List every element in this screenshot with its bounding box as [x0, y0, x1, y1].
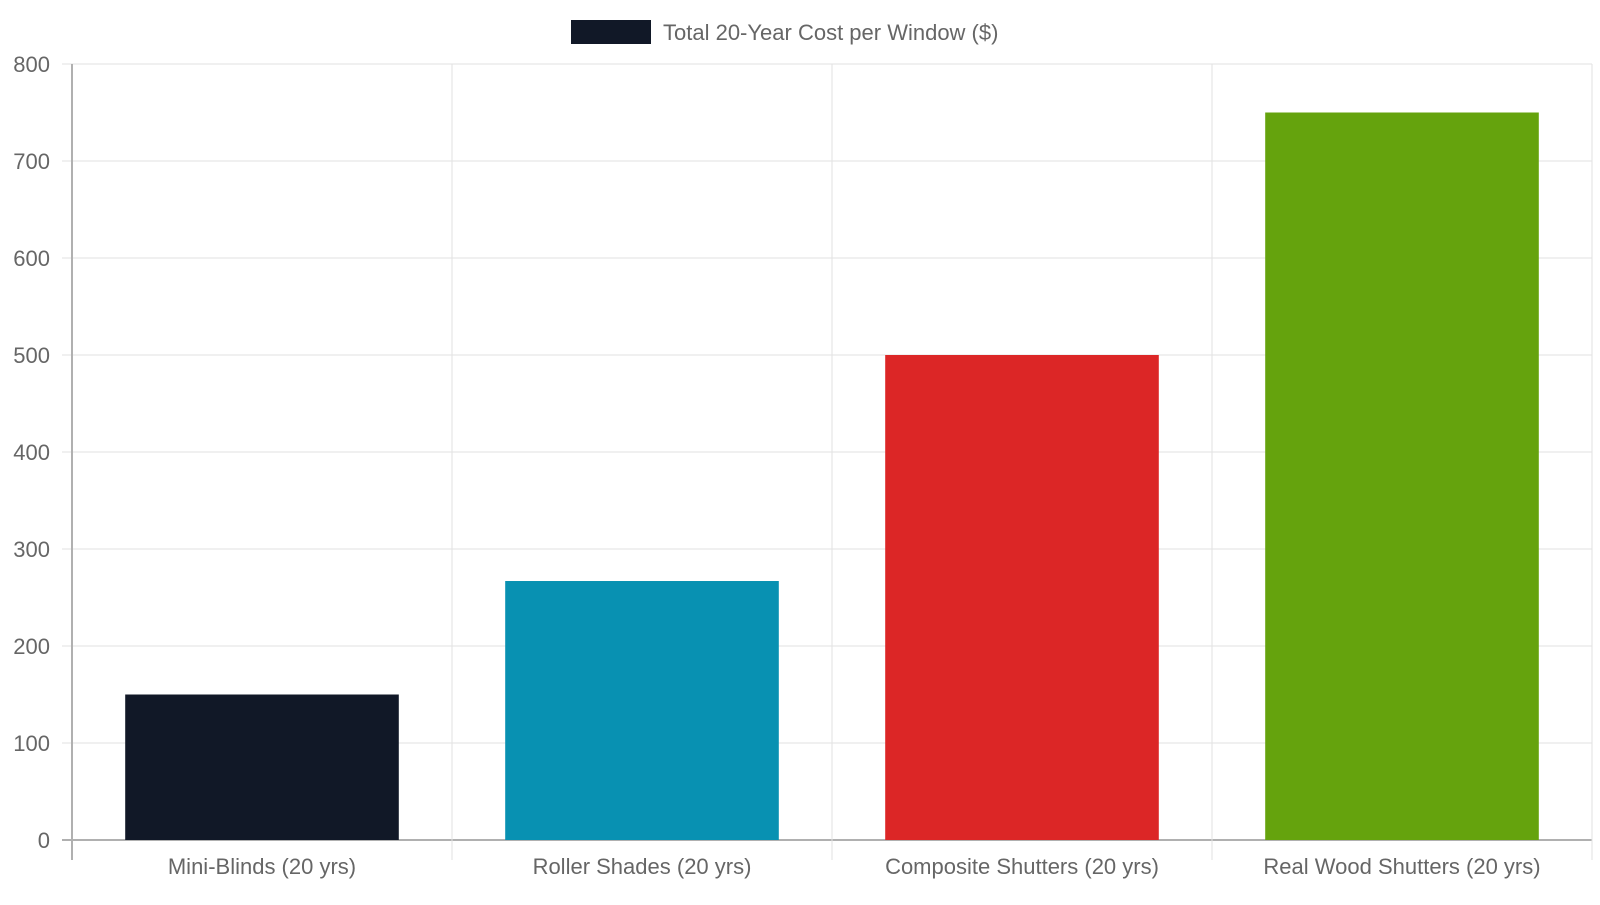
axes: 0 100 200 300 400 500 600 700 800 Mini-Blinds (20… — [13, 52, 1540, 879]
legend-label: Total 20-Year Cost per Window ($) — [663, 20, 998, 45]
y-tick-label: 800 — [13, 52, 50, 77]
bar[interactable] — [1265, 112, 1539, 841]
x-tick-label: Composite Shutters (20 yrs) — [885, 854, 1159, 879]
bar[interactable] — [505, 581, 779, 840]
x-tick-label: Mini-Blinds (20 yrs) — [168, 854, 356, 879]
y-tick-label: 0 — [38, 828, 50, 853]
bar[interactable] — [885, 355, 1159, 840]
bar[interactable] — [125, 694, 399, 841]
bars — [125, 112, 1539, 841]
grid-lines — [62, 63, 1593, 860]
legend-swatch — [571, 20, 651, 44]
legend[interactable]: Total 20-Year Cost per Window ($) — [571, 20, 998, 45]
y-tick-label: 100 — [13, 731, 50, 756]
y-tick-label: 400 — [13, 440, 50, 465]
y-tick-label: 600 — [13, 246, 50, 271]
y-tick-label: 200 — [13, 634, 50, 659]
y-tick-label: 500 — [13, 343, 50, 368]
x-tick-label: Roller Shades (20 yrs) — [533, 854, 752, 879]
y-tick-label: 300 — [13, 537, 50, 562]
x-tick-label: Real Wood Shutters (20 yrs) — [1263, 854, 1540, 879]
y-tick-label: 700 — [13, 149, 50, 174]
